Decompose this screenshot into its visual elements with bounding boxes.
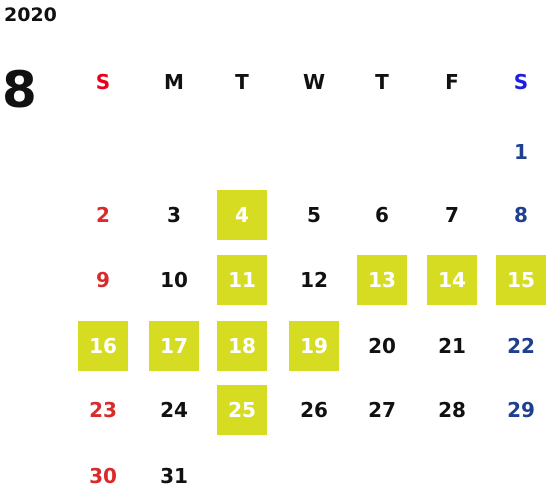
- day: 23: [89, 398, 117, 422]
- weekday-header: F: [445, 70, 459, 94]
- day: 6: [375, 203, 389, 227]
- day: 1: [514, 140, 528, 164]
- day: 10: [160, 268, 188, 292]
- highlighted-day: 19: [289, 321, 339, 371]
- weekday-header: W: [302, 70, 326, 94]
- highlighted-day: 13: [357, 255, 407, 305]
- highlighted-day: 11: [217, 255, 267, 305]
- day: 5: [307, 203, 321, 227]
- weekday-header: T: [375, 70, 389, 94]
- day: 31: [160, 464, 188, 488]
- highlighted-day: 18: [217, 321, 267, 371]
- day: 8: [514, 203, 528, 227]
- day: 21: [438, 334, 466, 358]
- highlighted-day: 4: [217, 190, 267, 240]
- day: 30: [89, 464, 117, 488]
- highlighted-day: 17: [149, 321, 199, 371]
- day: 24: [160, 398, 188, 422]
- day: 22: [507, 334, 535, 358]
- highlighted-day: 16: [78, 321, 128, 371]
- day: 27: [368, 398, 396, 422]
- year: 2020: [4, 4, 57, 26]
- weekday-header: S: [513, 70, 529, 94]
- day: 9: [96, 268, 110, 292]
- day: 7: [445, 203, 459, 227]
- weekday-header: T: [235, 70, 249, 94]
- weekday-header: M: [164, 70, 184, 94]
- highlighted-day: 25: [217, 385, 267, 435]
- day: 26: [300, 398, 328, 422]
- highlighted-day: 15: [496, 255, 546, 305]
- month: 8: [2, 61, 37, 119]
- highlighted-day: 14: [427, 255, 477, 305]
- day: 12: [300, 268, 328, 292]
- day: 29: [507, 398, 535, 422]
- weekday-header: S: [95, 70, 111, 94]
- day: 28: [438, 398, 466, 422]
- day: 20: [368, 334, 396, 358]
- day: 2: [96, 203, 110, 227]
- day: 3: [167, 203, 181, 227]
